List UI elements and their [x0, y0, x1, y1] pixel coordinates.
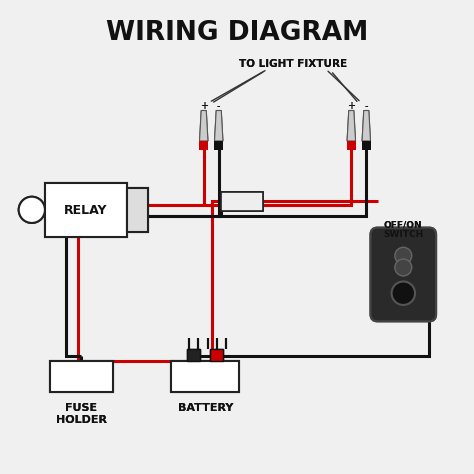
Bar [50, 361, 113, 392]
Polygon shape [346, 141, 356, 150]
Text: SWITCH: SWITCH [383, 230, 423, 239]
Polygon shape [347, 110, 356, 141]
Text: -: - [217, 101, 220, 111]
Text: +: + [200, 101, 208, 111]
Bar [45, 183, 127, 237]
Polygon shape [215, 110, 223, 141]
FancyBboxPatch shape [371, 228, 436, 321]
Bar [210, 349, 223, 361]
Text: FUSE
HOLDER: FUSE HOLDER [56, 403, 107, 425]
Bar [127, 188, 148, 232]
Bar [210, 349, 223, 361]
Polygon shape [347, 110, 356, 141]
Polygon shape [214, 141, 223, 150]
Bar [220, 191, 263, 211]
Text: RELAY: RELAY [64, 203, 108, 217]
Polygon shape [200, 110, 208, 141]
Polygon shape [346, 141, 356, 150]
Circle shape [395, 247, 412, 264]
Text: -: - [217, 101, 220, 111]
Text: SWITCH: SWITCH [383, 230, 423, 239]
Circle shape [395, 247, 412, 264]
Polygon shape [362, 141, 371, 150]
Circle shape [392, 282, 415, 305]
Bar [172, 361, 239, 392]
Text: RELAY: RELAY [64, 203, 108, 217]
Text: -: - [365, 101, 368, 111]
Text: BATTERY: BATTERY [178, 403, 233, 413]
Text: +: + [200, 101, 208, 111]
Text: +: + [347, 101, 356, 111]
Polygon shape [362, 110, 371, 141]
Circle shape [392, 282, 415, 305]
Bar [50, 361, 113, 392]
Polygon shape [199, 141, 209, 150]
Polygon shape [362, 110, 371, 141]
Text: +: + [347, 101, 356, 111]
Polygon shape [200, 110, 208, 141]
Circle shape [18, 197, 45, 223]
Text: OFF/ON: OFF/ON [384, 221, 423, 230]
Bar [45, 183, 127, 237]
Circle shape [395, 259, 412, 276]
Polygon shape [215, 110, 223, 141]
Polygon shape [199, 141, 209, 150]
Circle shape [395, 259, 412, 276]
Circle shape [18, 197, 45, 223]
Text: FUSE
HOLDER: FUSE HOLDER [56, 403, 107, 425]
Bar [127, 188, 148, 232]
Text: WIRING DIAGRAM: WIRING DIAGRAM [106, 20, 368, 46]
Text: TO LIGHT FIXTURE: TO LIGHT FIXTURE [239, 59, 347, 69]
Bar [220, 191, 263, 211]
Polygon shape [214, 141, 223, 150]
Text: -: - [365, 101, 368, 111]
Text: BATTERY: BATTERY [178, 403, 233, 413]
Bar [187, 349, 200, 361]
Text: TO LIGHT FIXTURE: TO LIGHT FIXTURE [239, 59, 347, 69]
FancyBboxPatch shape [371, 228, 436, 321]
Text: OFF/ON: OFF/ON [384, 221, 423, 230]
Polygon shape [362, 141, 371, 150]
Bar [172, 361, 239, 392]
Bar [187, 349, 200, 361]
